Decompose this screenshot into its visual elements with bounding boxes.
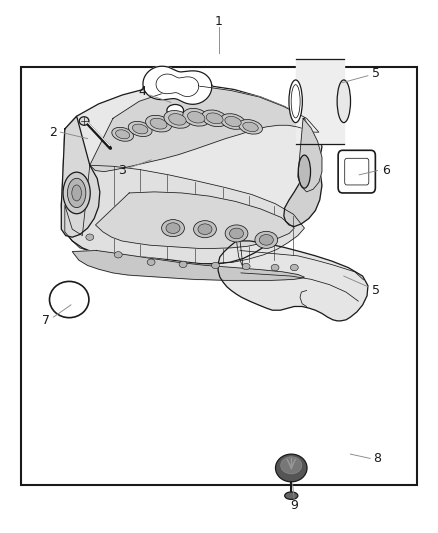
Polygon shape	[156, 74, 199, 96]
Ellipse shape	[206, 113, 223, 124]
Text: 1: 1	[215, 15, 223, 28]
Ellipse shape	[281, 457, 302, 474]
Ellipse shape	[132, 124, 148, 134]
Ellipse shape	[179, 261, 187, 268]
Ellipse shape	[147, 259, 155, 265]
Ellipse shape	[79, 117, 89, 125]
Polygon shape	[95, 192, 294, 248]
Ellipse shape	[187, 111, 205, 123]
Ellipse shape	[150, 118, 167, 129]
Ellipse shape	[291, 85, 300, 118]
Polygon shape	[72, 251, 304, 280]
Text: 5: 5	[372, 284, 380, 297]
Text: 5: 5	[372, 67, 380, 80]
Ellipse shape	[49, 281, 89, 318]
Ellipse shape	[167, 104, 184, 116]
Ellipse shape	[220, 114, 246, 130]
Ellipse shape	[166, 223, 180, 233]
Ellipse shape	[162, 220, 184, 237]
Ellipse shape	[86, 234, 94, 240]
Polygon shape	[298, 118, 322, 192]
Ellipse shape	[242, 263, 250, 270]
Ellipse shape	[112, 127, 134, 141]
Text: 3: 3	[118, 164, 126, 177]
Ellipse shape	[67, 178, 86, 207]
Ellipse shape	[243, 122, 258, 132]
Ellipse shape	[259, 235, 273, 245]
Ellipse shape	[164, 110, 191, 128]
Text: 7: 7	[42, 314, 50, 327]
FancyBboxPatch shape	[338, 150, 375, 193]
Ellipse shape	[72, 185, 81, 201]
Text: 6: 6	[382, 164, 390, 177]
Ellipse shape	[225, 225, 248, 242]
Bar	[21, 67, 417, 485]
Text: 4: 4	[138, 85, 146, 98]
Polygon shape	[218, 241, 368, 321]
Ellipse shape	[145, 115, 172, 132]
Ellipse shape	[128, 122, 152, 136]
Text: 9: 9	[290, 499, 298, 512]
Polygon shape	[65, 165, 304, 264]
Ellipse shape	[63, 172, 90, 214]
Polygon shape	[90, 86, 319, 172]
Ellipse shape	[114, 252, 122, 258]
Ellipse shape	[255, 231, 278, 248]
Ellipse shape	[169, 114, 186, 125]
Ellipse shape	[298, 155, 311, 188]
Text: 2: 2	[49, 126, 57, 139]
Ellipse shape	[183, 108, 210, 126]
Ellipse shape	[201, 110, 228, 127]
Ellipse shape	[194, 221, 216, 238]
Polygon shape	[143, 66, 212, 104]
Polygon shape	[284, 118, 322, 227]
Text: 8: 8	[374, 452, 381, 465]
Ellipse shape	[289, 80, 302, 123]
Ellipse shape	[230, 228, 244, 239]
Ellipse shape	[276, 454, 307, 482]
Ellipse shape	[285, 492, 298, 499]
Ellipse shape	[212, 262, 219, 269]
Ellipse shape	[290, 264, 298, 271]
Polygon shape	[61, 116, 100, 237]
Ellipse shape	[198, 224, 212, 235]
Ellipse shape	[116, 130, 130, 139]
Ellipse shape	[271, 264, 279, 271]
FancyBboxPatch shape	[345, 158, 369, 185]
Ellipse shape	[225, 116, 241, 127]
Polygon shape	[61, 84, 322, 264]
Ellipse shape	[239, 119, 262, 134]
Ellipse shape	[337, 80, 350, 123]
